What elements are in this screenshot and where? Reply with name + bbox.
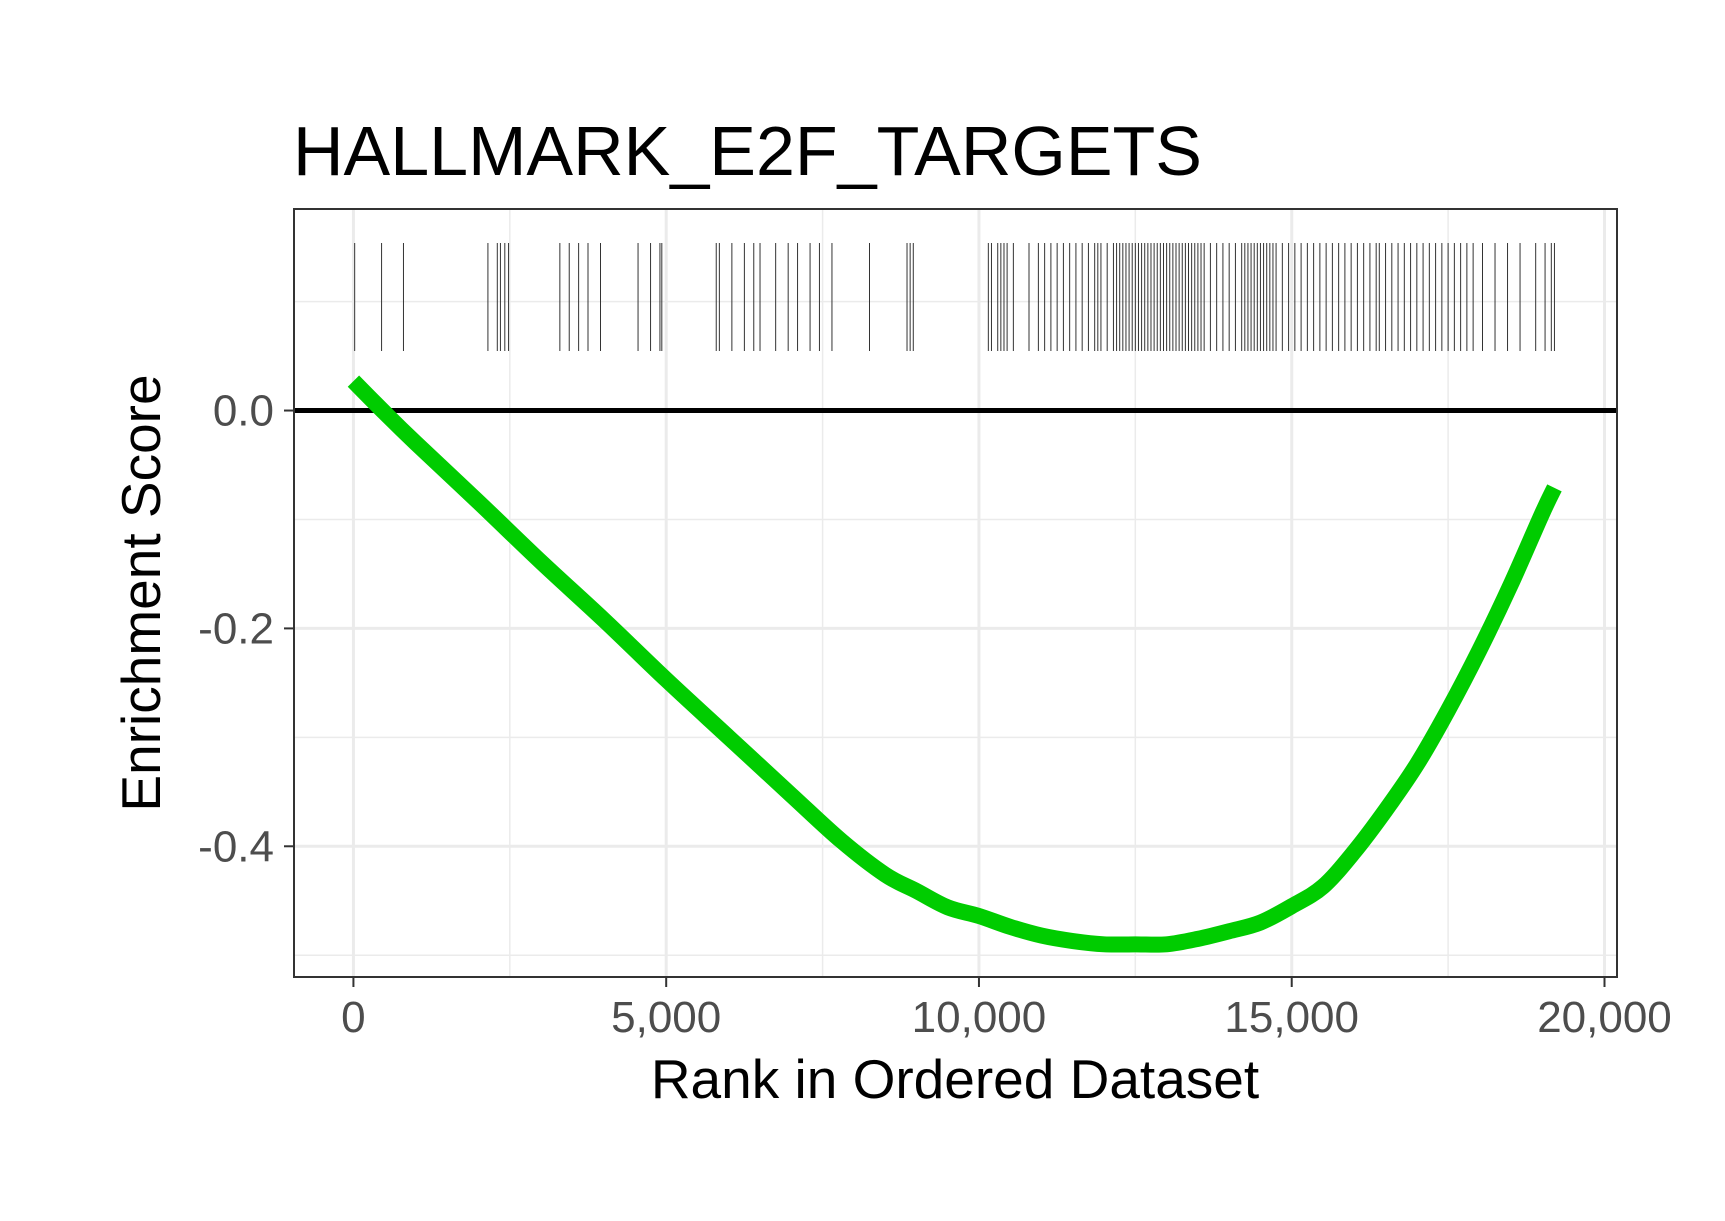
panel-border bbox=[293, 208, 1618, 978]
chart-title: HALLMARK_E2F_TARGETS bbox=[293, 112, 1202, 190]
y-axis: 0.0 -0.2 -0.4 bbox=[198, 387, 294, 871]
x-tick-label: 10,000 bbox=[912, 993, 1047, 1042]
y-axis-label: Enrichment Score bbox=[110, 374, 172, 811]
x-tick-label: 5,000 bbox=[611, 993, 721, 1042]
y-tick-label: 0.0 bbox=[213, 387, 274, 436]
x-axis-label: Rank in Ordered Dataset bbox=[651, 1048, 1259, 1110]
gene-hit-ticks bbox=[354, 243, 1555, 351]
series-layer bbox=[347, 375, 1562, 953]
x-tick-label: 20,000 bbox=[1537, 993, 1672, 1042]
panel-background bbox=[294, 209, 1617, 977]
x-axis: 0 5,000 10,000 15,000 20,000 bbox=[341, 977, 1672, 1042]
x-tick-label: 0 bbox=[341, 993, 365, 1042]
y-tick-label: -0.4 bbox=[198, 822, 274, 871]
y-tick-label: -0.2 bbox=[198, 604, 274, 653]
plot-panel bbox=[293, 208, 1618, 978]
enrichment-score-line bbox=[347, 375, 1562, 953]
x-tick-label: 15,000 bbox=[1224, 993, 1359, 1042]
